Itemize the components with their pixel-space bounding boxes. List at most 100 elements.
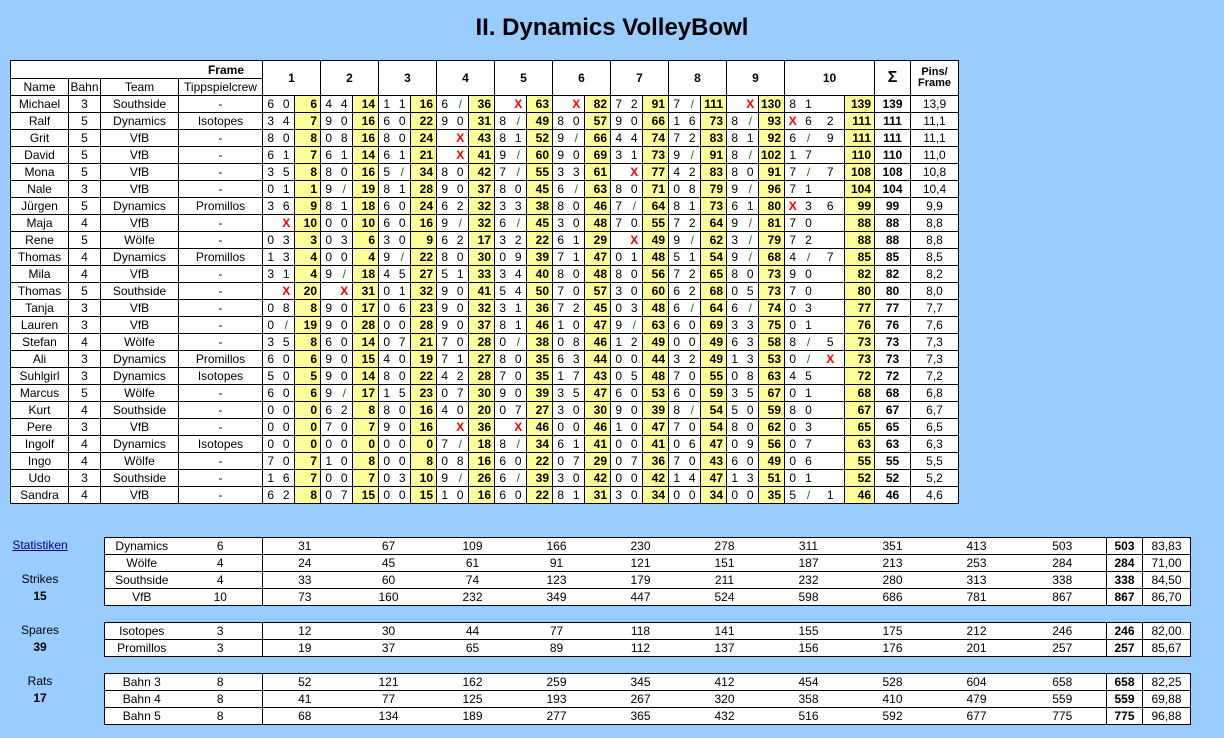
roll-cell: 0 xyxy=(626,350,643,368)
stats-frame-value: 60 xyxy=(346,571,431,589)
roll-cell: 6 xyxy=(394,299,411,317)
roll-cell: 9 xyxy=(320,180,337,198)
roll-cell: 1 xyxy=(800,384,817,402)
roll-cell: 0 xyxy=(452,316,469,334)
frame-score: 73 xyxy=(642,146,669,164)
frame-score: 0 xyxy=(410,435,437,453)
frame-header-4: 4 xyxy=(436,60,495,96)
roll-cell: 0 xyxy=(742,452,759,470)
player-total: 76 xyxy=(874,316,911,334)
roll-cell: 9 xyxy=(320,350,337,368)
player-row: Thomas 4 Dynamics Promillos 1 3 4 0 0 4 9/22 8 0 30 0 9… xyxy=(10,248,959,266)
frame-score: 54 xyxy=(700,418,727,436)
frame-score: 93 xyxy=(758,112,785,130)
player-name: Ralf xyxy=(10,112,69,130)
stats-frame-value: 677 xyxy=(934,707,1019,725)
player-bahn: 3 xyxy=(68,418,101,436)
roll-cell: 0 xyxy=(320,231,337,249)
roll-cell: 0 xyxy=(742,163,759,181)
stats-total: 246 xyxy=(1106,622,1143,640)
roll-cell: X xyxy=(336,282,353,300)
roll-cell: 4 xyxy=(510,282,527,300)
roll-cell: 0 xyxy=(668,333,685,351)
player-name: Marcus xyxy=(10,384,69,402)
roll-cell: / xyxy=(626,197,643,215)
frame-score: 68 xyxy=(844,384,875,402)
player-pins-per-frame: 8,2 xyxy=(910,265,959,283)
player-team: Southside xyxy=(100,95,179,113)
stats-frame-value: 267 xyxy=(598,690,683,708)
player-name: Stefan xyxy=(10,333,69,351)
roll-cell: 1 xyxy=(626,248,643,266)
frame-score: 3 xyxy=(294,231,321,249)
frame-score: 1 xyxy=(294,180,321,198)
roll-cell xyxy=(816,231,845,249)
frame-score: 22 xyxy=(410,367,437,385)
pins-per-frame-header: Pins/Frame xyxy=(910,60,959,96)
frame-header-5: 5 xyxy=(494,60,553,96)
stats-group-name: Isotopes xyxy=(104,622,179,640)
player-row: Kurt 4 Southside -0 0 0 6 2 8 8 0 16 4 0 20 0 7 27 3 0 30 9 0 3… xyxy=(10,401,959,419)
frame-score: 36 xyxy=(468,95,495,113)
frame-score: 73 xyxy=(700,197,727,215)
roll-cell: 8 xyxy=(726,265,743,283)
roll-cell: 6 xyxy=(800,452,817,470)
player-bahn: 3 xyxy=(68,316,101,334)
stats-group-name: VfB xyxy=(104,588,179,606)
player-team: VfB xyxy=(100,180,179,198)
roll-cell: 0 xyxy=(394,418,411,436)
stats-group-count: 3 xyxy=(178,639,263,657)
roll-cell: 1 xyxy=(568,231,585,249)
stats-group-name: Bahn 4 xyxy=(104,690,179,708)
roll-cell: 7 xyxy=(784,231,801,249)
frame-score: 28 xyxy=(410,316,437,334)
frame-score: 22 xyxy=(526,452,553,470)
roll-cell: X xyxy=(784,112,801,130)
stats-row: Dynamics 6 31 67 109 166 230 278 311 351 413 503 503… xyxy=(104,537,1191,555)
player-tippspielcrew: - xyxy=(178,469,263,487)
frame-score: 41 xyxy=(642,435,669,453)
stats-average: 82,25 xyxy=(1142,673,1191,691)
roll-cell: / xyxy=(510,469,527,487)
stats-frame-value: 259 xyxy=(514,673,599,691)
stats-frame-value: 351 xyxy=(850,537,935,555)
player-total: 111 xyxy=(874,129,911,147)
roll-cell: 3 xyxy=(278,231,295,249)
player-tippspielcrew: Promillos xyxy=(178,350,263,368)
roll-cell: 9 xyxy=(436,180,453,198)
roll-cell: 3 xyxy=(262,163,279,181)
roll-cell: 1 xyxy=(726,350,743,368)
statistiken-link[interactable]: Statistiken xyxy=(12,538,68,552)
frame-score: 42 xyxy=(642,469,669,487)
roll-cell: 9 xyxy=(320,265,337,283)
frame-score: 41 xyxy=(468,146,495,164)
roll-cell: 7 xyxy=(784,214,801,232)
frame-score: 46 xyxy=(526,418,553,436)
frame-score: 27 xyxy=(526,401,553,419)
player-bahn: 3 xyxy=(68,350,101,368)
roll-cell: 5 xyxy=(436,265,453,283)
frame-score: 85 xyxy=(844,248,875,266)
frame-score: 10 xyxy=(294,214,321,232)
roll-cell: 2 xyxy=(816,112,845,130)
roll-cell xyxy=(816,265,845,283)
stats-frame-value: 284 xyxy=(1018,554,1107,572)
roll-cell: 6 xyxy=(320,401,337,419)
stats-group-name: Wölfe xyxy=(104,554,179,572)
roll-cell: 3 xyxy=(278,248,295,266)
roll-cell: 6 xyxy=(726,197,743,215)
roll-cell: 2 xyxy=(684,163,701,181)
stats-frame-value: 189 xyxy=(430,707,515,725)
roll-cell: 8 xyxy=(262,129,279,147)
frame-score: 29 xyxy=(584,231,611,249)
frame-score: 0 xyxy=(294,435,321,453)
frame-score: 48 xyxy=(642,248,669,266)
player-tippspielcrew: - xyxy=(178,316,263,334)
player-tippspielcrew: - xyxy=(178,282,263,300)
roll-cell: 3 xyxy=(262,197,279,215)
player-bahn: 4 xyxy=(68,452,101,470)
stats-frame-value: 68 xyxy=(262,707,347,725)
roll-cell: 0 xyxy=(568,146,585,164)
roll-cell: 2 xyxy=(684,350,701,368)
roll-cell: X xyxy=(626,231,643,249)
